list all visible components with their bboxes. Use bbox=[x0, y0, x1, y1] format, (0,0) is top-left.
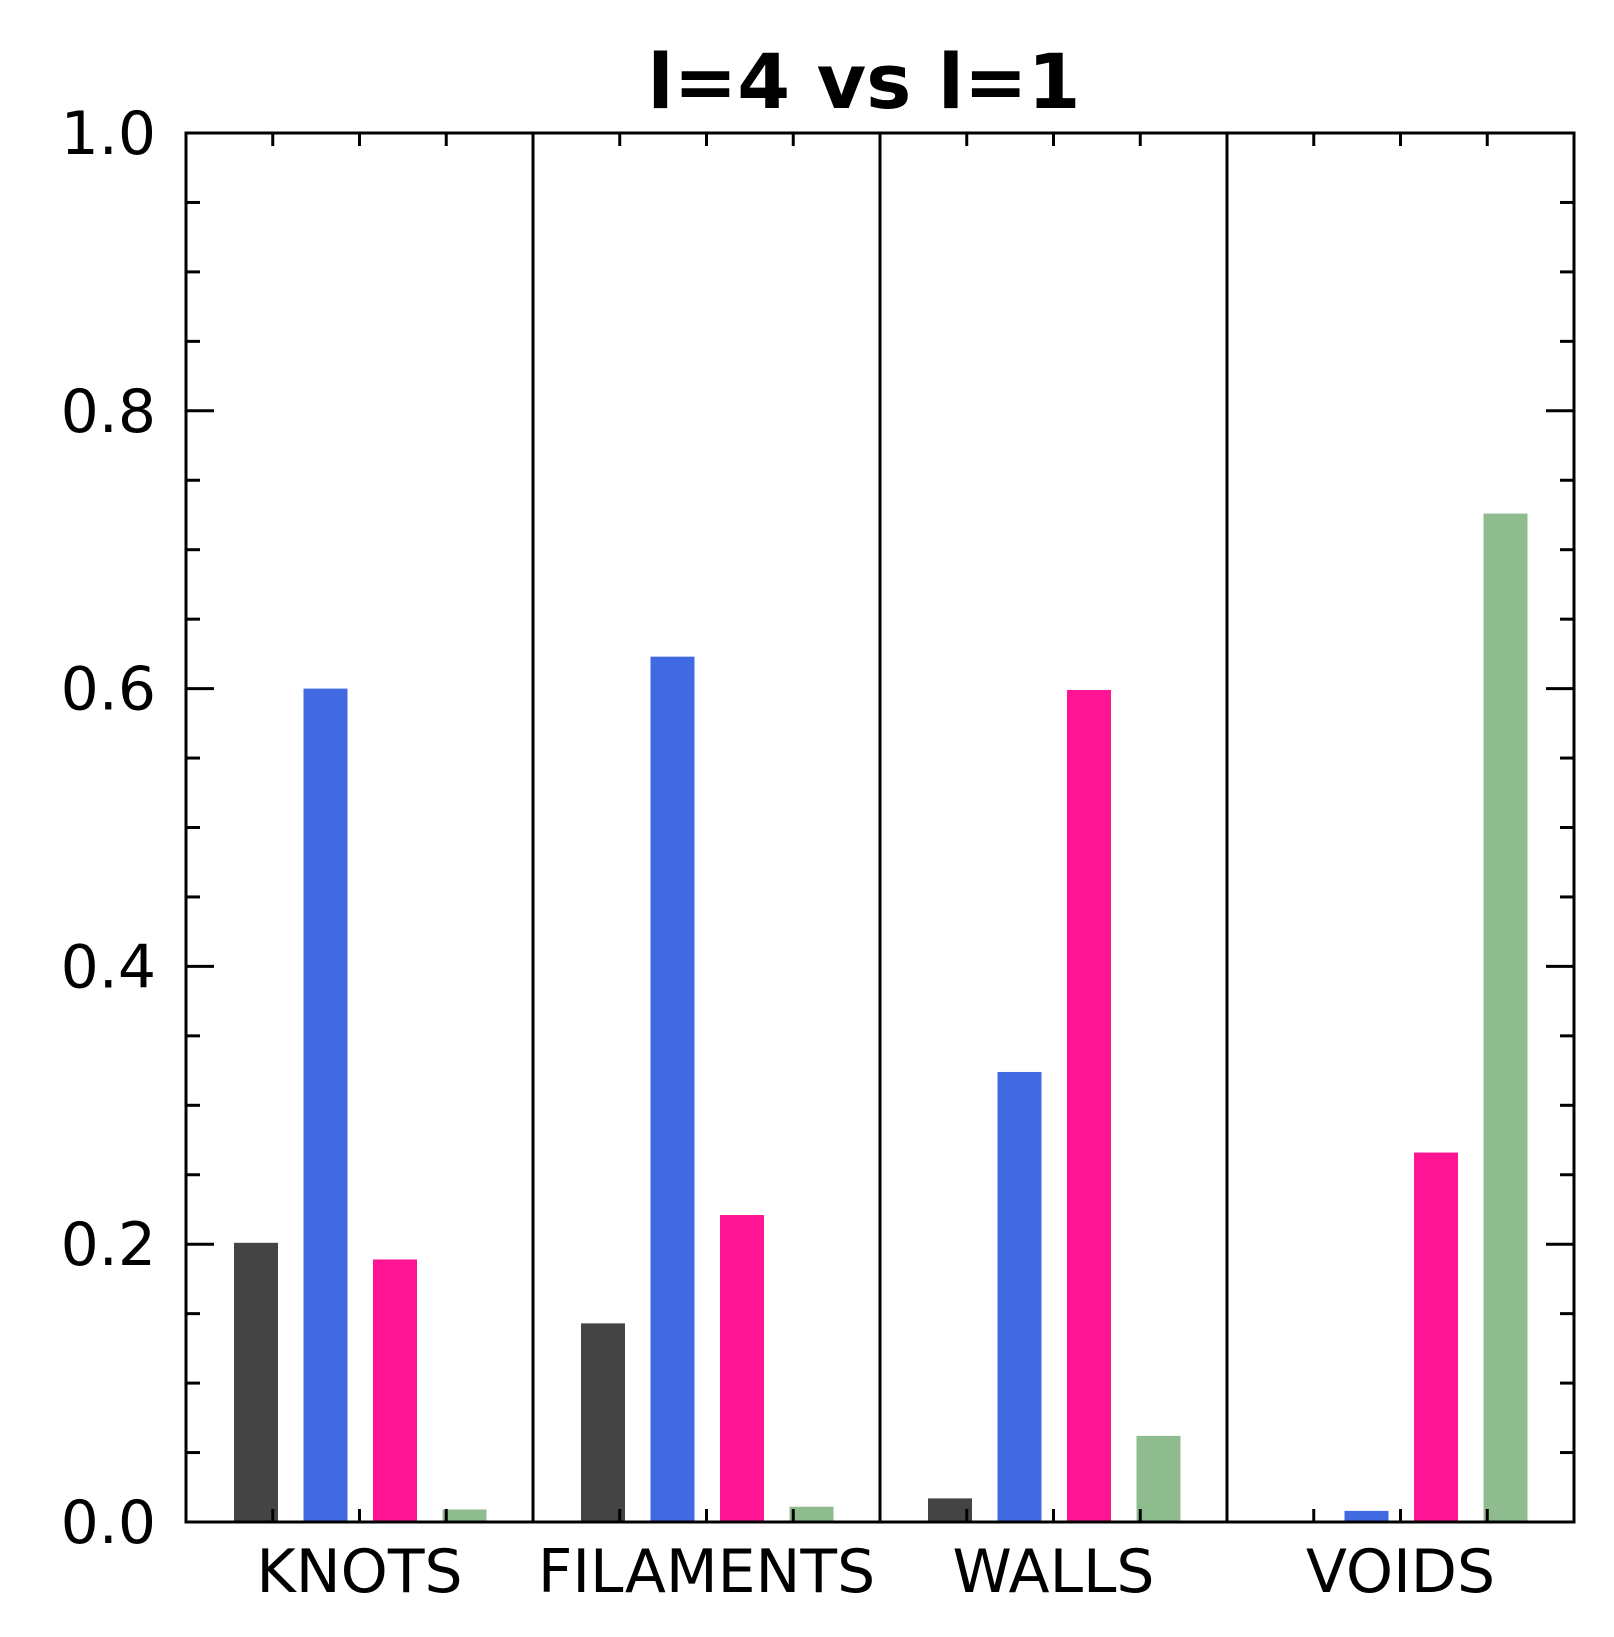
bar-voids-4 bbox=[1483, 513, 1528, 1522]
category-label-voids: VOIDS bbox=[1306, 1537, 1495, 1607]
y-tick-label: 0.2 bbox=[61, 1210, 156, 1280]
bar-filaments-2 bbox=[650, 656, 695, 1522]
y-tick-label: 0.0 bbox=[61, 1488, 156, 1558]
bar-voids-3 bbox=[1414, 1152, 1458, 1522]
category-label-knots: KNOTS bbox=[256, 1537, 462, 1607]
bar-walls-2 bbox=[997, 1071, 1042, 1522]
bar-knots-3 bbox=[373, 1259, 417, 1522]
y-tick-label: 0.8 bbox=[61, 377, 156, 447]
bar-walls-1 bbox=[928, 1498, 972, 1522]
bar-filaments-3 bbox=[720, 1215, 764, 1522]
chart-title: l=4 vs l=1 bbox=[648, 37, 1081, 126]
labels-layer: 0.0 0.2 0.4 0.6 0.8 1.0 KNOTS FILAMENTS WALLS VOI… bbox=[61, 99, 1496, 1607]
bar-filaments-1 bbox=[581, 1323, 625, 1522]
y-tick-label: 0.4 bbox=[61, 932, 156, 1002]
y-tick-label: 1.0 bbox=[61, 99, 156, 169]
bars-layer bbox=[234, 513, 1528, 1522]
category-label-walls: WALLS bbox=[952, 1537, 1154, 1607]
bar-walls-4 bbox=[1136, 1435, 1181, 1522]
category-label-filaments: FILAMENTS bbox=[538, 1537, 875, 1607]
axes-layer bbox=[184, 131, 1576, 1524]
bar-walls-3 bbox=[1067, 689, 1111, 1522]
bar-knots-1 bbox=[234, 1242, 278, 1522]
bar-knots-2 bbox=[303, 688, 348, 1522]
bar-voids-2 bbox=[1344, 1510, 1389, 1522]
bar-knots-4 bbox=[442, 1509, 487, 1522]
y-tick-label: 0.6 bbox=[61, 655, 156, 725]
bar-filaments-4 bbox=[789, 1506, 834, 1522]
